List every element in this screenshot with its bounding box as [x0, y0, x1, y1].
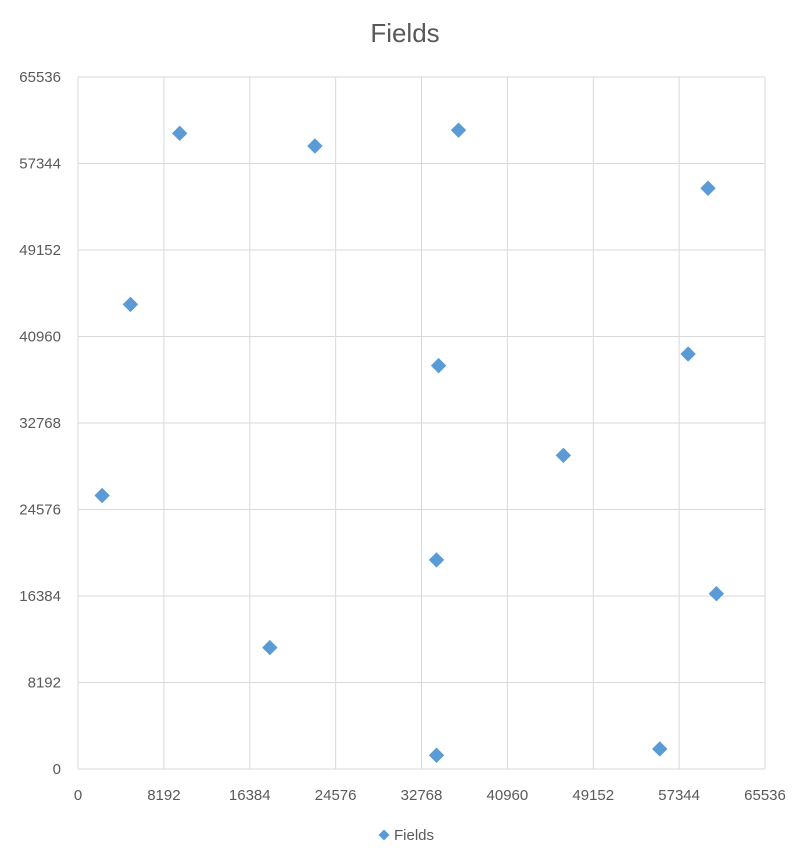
data-point: [307, 138, 323, 154]
data-point: [262, 639, 278, 656]
y-tick-label: 65536: [19, 69, 61, 86]
legend: Fields: [378, 827, 434, 844]
legend-marker-fields: [378, 829, 390, 841]
y-tick-label: 40960: [19, 329, 61, 346]
y-tick-label: 24576: [19, 502, 61, 519]
data-point: [171, 125, 188, 142]
x-tick-label: 24576: [315, 787, 357, 804]
x-tick-label: 8192: [147, 787, 180, 804]
x-tick-label: 40960: [487, 787, 529, 804]
data-point: [708, 586, 725, 602]
y-tick-label: 32768: [19, 415, 61, 432]
y-tick-label: 16384: [19, 588, 61, 605]
x-tick-label: 65536: [744, 787, 786, 804]
data-point: [555, 447, 572, 464]
data-point: [652, 741, 668, 757]
data-point: [94, 487, 110, 504]
x-tick-label: 0: [74, 787, 82, 804]
legend-label-fields: Fields: [394, 827, 434, 844]
data-point: [428, 552, 445, 568]
y-tick-label: 0: [53, 761, 61, 778]
x-tick-label: 49152: [572, 787, 614, 804]
chart-title: Fields: [370, 18, 439, 48]
data-point: [700, 180, 716, 196]
x-axis-ticks: 0 8192 16384 24576 32768 40960 49152 57344 65536: [74, 787, 786, 804]
data-points: [94, 122, 725, 763]
y-tick-label: 8192: [28, 675, 61, 692]
data-point: [430, 357, 447, 374]
x-tick-label: 16384: [229, 787, 271, 804]
x-tick-label: 57344: [658, 787, 700, 804]
data-point: [122, 296, 139, 313]
data-point: [680, 346, 696, 362]
y-tick-label: 49152: [19, 242, 61, 259]
y-tick-label: 57344: [19, 156, 61, 173]
x-tick-label: 32768: [401, 787, 443, 804]
data-point: [428, 747, 445, 763]
y-axis-ticks: 0 8192 16384 24576 32768 40960 49152 57344 65536: [19, 69, 61, 778]
data-point: [450, 122, 467, 138]
gridlines: [77, 76, 766, 770]
